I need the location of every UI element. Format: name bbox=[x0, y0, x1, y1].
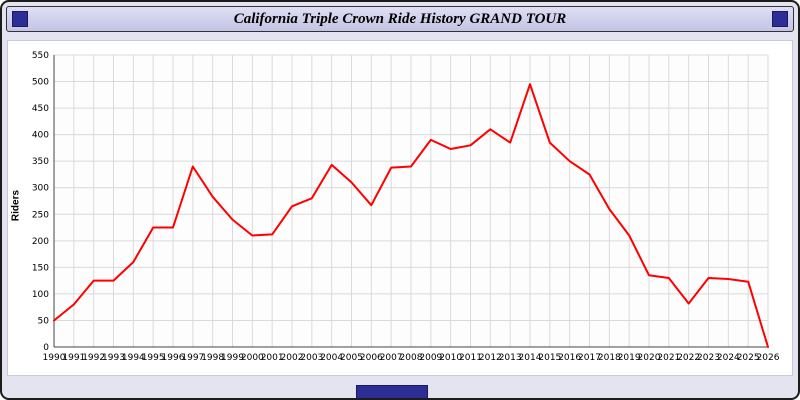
svg-text:2023: 2023 bbox=[697, 353, 720, 363]
svg-text:2011: 2011 bbox=[459, 353, 482, 363]
svg-text:1998: 1998 bbox=[201, 353, 224, 363]
chart-svg: 1990199119921993199419951996199719981999… bbox=[32, 51, 780, 363]
svg-text:1992: 1992 bbox=[82, 353, 105, 363]
svg-text:2009: 2009 bbox=[419, 353, 442, 363]
svg-text:1991: 1991 bbox=[62, 353, 85, 363]
svg-text:1990: 1990 bbox=[43, 353, 66, 363]
svg-text:1999: 1999 bbox=[221, 353, 244, 363]
svg-text:2008: 2008 bbox=[400, 353, 423, 363]
svg-text:2018: 2018 bbox=[598, 353, 621, 363]
svg-text:2019: 2019 bbox=[618, 353, 641, 363]
svg-text:2005: 2005 bbox=[340, 353, 363, 363]
svg-text:1995: 1995 bbox=[142, 353, 165, 363]
svg-text:2006: 2006 bbox=[360, 353, 383, 363]
svg-text:2007: 2007 bbox=[380, 353, 403, 363]
svg-text:150: 150 bbox=[32, 263, 49, 273]
svg-text:1993: 1993 bbox=[102, 353, 125, 363]
svg-text:2014: 2014 bbox=[519, 353, 542, 363]
svg-text:100: 100 bbox=[32, 290, 49, 300]
svg-text:2020: 2020 bbox=[638, 353, 661, 363]
chart-panel: Riders 1990 1991 1992 1993 1994 1995 1996 1997 1… bbox=[7, 40, 793, 376]
title-bar: California Triple Crown Ride History GRA… bbox=[6, 6, 794, 32]
svg-text:500: 500 bbox=[32, 78, 49, 88]
svg-text:350: 350 bbox=[32, 157, 49, 167]
svg-text:0: 0 bbox=[43, 343, 49, 353]
svg-text:550: 550 bbox=[32, 51, 49, 61]
svg-text:50: 50 bbox=[38, 316, 50, 326]
svg-text:2003: 2003 bbox=[300, 353, 323, 363]
svg-text:1994: 1994 bbox=[122, 353, 145, 363]
titlebar-left-cap bbox=[12, 11, 28, 27]
svg-text:2021: 2021 bbox=[657, 353, 680, 363]
svg-text:200: 200 bbox=[32, 237, 49, 247]
svg-text:250: 250 bbox=[32, 210, 49, 220]
svg-text:2016: 2016 bbox=[558, 353, 581, 363]
svg-text:2010: 2010 bbox=[439, 353, 462, 363]
svg-text:400: 400 bbox=[32, 131, 49, 141]
svg-text:2002: 2002 bbox=[281, 353, 304, 363]
svg-text:2025: 2025 bbox=[737, 353, 760, 363]
titlebar-right-cap bbox=[772, 11, 788, 27]
svg-text:2015: 2015 bbox=[538, 353, 561, 363]
svg-text:300: 300 bbox=[32, 184, 49, 194]
svg-text:2017: 2017 bbox=[578, 353, 601, 363]
bottom-decoration bbox=[356, 385, 428, 398]
svg-text:1996: 1996 bbox=[162, 353, 185, 363]
svg-text:2024: 2024 bbox=[717, 353, 740, 363]
svg-text:2000: 2000 bbox=[241, 353, 264, 363]
svg-text:2026: 2026 bbox=[757, 353, 780, 363]
svg-text:2022: 2022 bbox=[677, 353, 700, 363]
svg-text:2012: 2012 bbox=[479, 353, 502, 363]
svg-text:2013: 2013 bbox=[499, 353, 522, 363]
svg-text:450: 450 bbox=[32, 104, 49, 114]
svg-text:1997: 1997 bbox=[181, 353, 204, 363]
page-title: California Triple Crown Ride History GRA… bbox=[233, 10, 567, 27]
svg-text:2004: 2004 bbox=[320, 353, 343, 363]
svg-text:2001: 2001 bbox=[261, 353, 284, 363]
